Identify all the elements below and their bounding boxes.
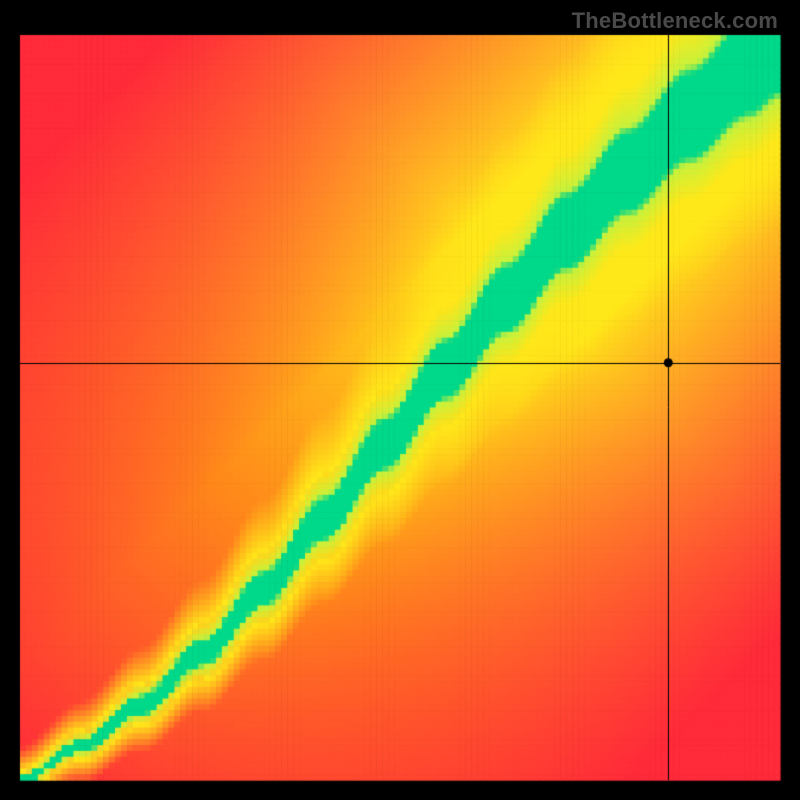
chart-container: TheBottleneck.com <box>0 0 800 800</box>
watermark-text: TheBottleneck.com <box>572 8 778 34</box>
bottleneck-heatmap-canvas <box>0 0 800 800</box>
